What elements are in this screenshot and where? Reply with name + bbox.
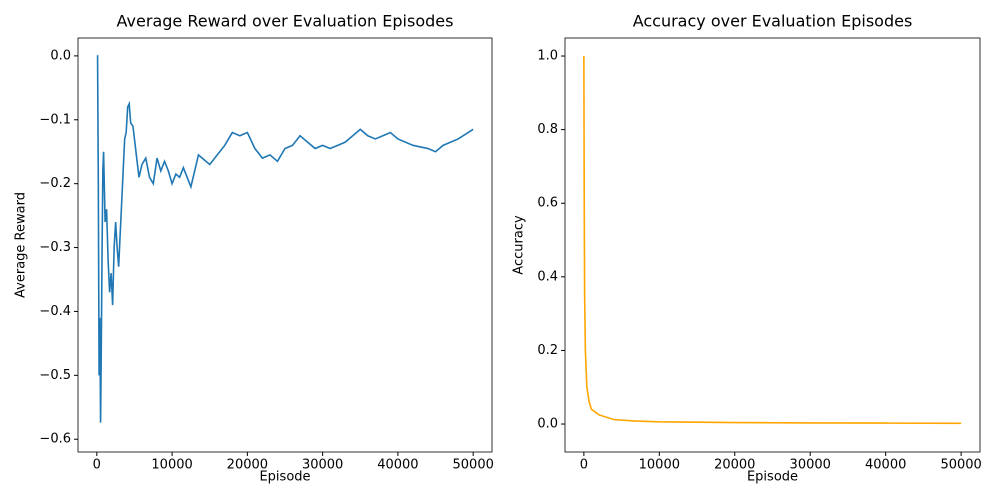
- y-axis-label: Average Reward: [14, 192, 29, 298]
- x-axis-label: Episode: [747, 470, 798, 485]
- x-tick-label: 30000: [302, 458, 343, 473]
- y-tick-label: −0.4: [39, 304, 71, 319]
- x-tick-label: 10000: [639, 458, 680, 473]
- chart-title: Average Reward over Evaluation Episodes: [117, 12, 454, 31]
- chart-title: Accuracy over Evaluation Episodes: [633, 12, 913, 31]
- y-tick-label: 0.6: [537, 196, 558, 211]
- axes-frame: [77, 37, 493, 453]
- x-tick-label: 50000: [940, 458, 981, 473]
- y-axis-label: Accuracy: [512, 215, 527, 275]
- data-line: [96, 55, 474, 423]
- x-tick-label: 40000: [377, 458, 418, 473]
- x-tick-label: 20000: [227, 458, 268, 473]
- y-tick-label: −0.1: [39, 112, 71, 127]
- x-tick-label: 0: [93, 458, 101, 473]
- y-tick-label: 0.0: [50, 48, 71, 63]
- x-tick-label: 30000: [790, 458, 831, 473]
- y-tick-label: 0.8: [537, 122, 558, 137]
- y-tick-label: 0.0: [537, 417, 558, 432]
- x-tick-label: 0: [580, 458, 588, 473]
- y-tick-label: −0.2: [39, 176, 71, 191]
- x-tick-label: 40000: [865, 458, 906, 473]
- x-tick-label: 20000: [714, 458, 755, 473]
- y-tick-label: −0.3: [39, 240, 71, 255]
- x-tick-label: 50000: [453, 458, 494, 473]
- data-line: [583, 56, 962, 425]
- y-tick-label: 0.2: [537, 343, 558, 358]
- y-tick-label: 0.4: [537, 269, 558, 284]
- x-tick-label: 10000: [151, 458, 192, 473]
- x-axis-label: Episode: [259, 470, 310, 485]
- y-tick-label: 1.0: [537, 49, 558, 64]
- y-tick-label: −0.6: [39, 432, 71, 447]
- axes-frame: [564, 37, 981, 453]
- y-tick-label: −0.5: [39, 368, 71, 383]
